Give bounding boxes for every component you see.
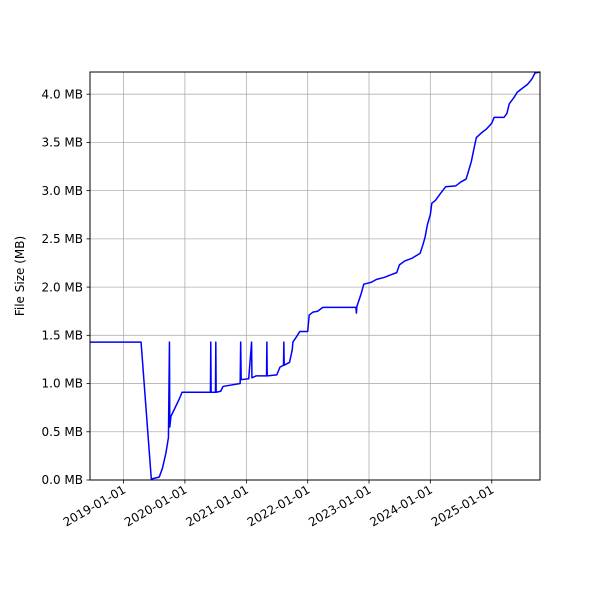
- y-tick-label: 0.0 MB: [42, 473, 83, 487]
- series-line: [90, 71, 541, 480]
- y-tick-label: 1.5 MB: [42, 329, 83, 343]
- y-tick-label: 2.0 MB: [42, 280, 83, 294]
- series-layer: [90, 71, 541, 480]
- grid-lines: [90, 72, 540, 481]
- y-axis-label: File Size (MB): [13, 236, 27, 316]
- y-tick-label: 3.0 MB: [42, 184, 83, 198]
- plot-frame: [89, 71, 541, 481]
- y-tick-label: 4.0 MB: [42, 87, 83, 101]
- y-tick-label: 0.5 MB: [42, 425, 83, 439]
- y-tick-label: 3.5 MB: [42, 136, 83, 150]
- y-tick-label: 2.5 MB: [42, 232, 83, 246]
- y-tick-label: 1.0 MB: [42, 377, 83, 391]
